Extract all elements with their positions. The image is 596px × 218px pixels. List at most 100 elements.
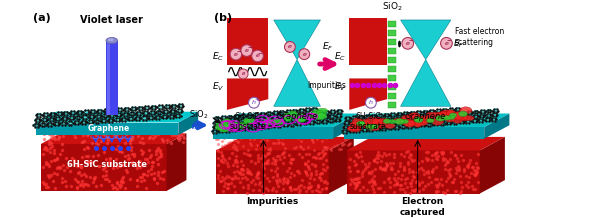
Text: −: − <box>247 44 252 49</box>
FancyBboxPatch shape <box>388 84 396 90</box>
Polygon shape <box>109 114 114 117</box>
Ellipse shape <box>449 113 457 118</box>
Polygon shape <box>42 118 47 121</box>
Polygon shape <box>304 113 309 116</box>
Polygon shape <box>344 114 510 127</box>
Polygon shape <box>309 121 314 124</box>
Polygon shape <box>60 122 66 125</box>
Circle shape <box>299 49 310 60</box>
Ellipse shape <box>108 38 114 41</box>
Polygon shape <box>382 123 387 125</box>
Polygon shape <box>290 123 295 126</box>
Polygon shape <box>381 127 386 130</box>
Ellipse shape <box>440 110 453 116</box>
Ellipse shape <box>414 120 428 126</box>
Ellipse shape <box>460 107 472 114</box>
Ellipse shape <box>367 122 377 129</box>
Polygon shape <box>347 150 480 194</box>
Text: −: − <box>237 48 241 53</box>
Polygon shape <box>131 107 136 110</box>
Polygon shape <box>274 60 321 106</box>
Ellipse shape <box>446 110 455 117</box>
Text: $E_V$: $E_V$ <box>212 80 224 93</box>
Polygon shape <box>95 115 101 118</box>
Polygon shape <box>421 119 426 122</box>
Polygon shape <box>473 111 479 114</box>
Polygon shape <box>455 108 460 111</box>
Ellipse shape <box>311 111 319 119</box>
Ellipse shape <box>231 124 239 129</box>
Polygon shape <box>278 115 284 118</box>
Polygon shape <box>374 127 380 130</box>
Polygon shape <box>271 120 276 123</box>
Polygon shape <box>107 41 110 115</box>
Polygon shape <box>344 121 349 124</box>
Polygon shape <box>156 111 162 114</box>
Ellipse shape <box>420 115 434 123</box>
Ellipse shape <box>284 113 293 121</box>
Polygon shape <box>302 122 308 124</box>
Polygon shape <box>233 119 238 122</box>
Polygon shape <box>54 122 60 125</box>
Text: Fast electron
scattering: Fast electron scattering <box>455 27 504 47</box>
Polygon shape <box>164 105 170 108</box>
Polygon shape <box>486 110 492 112</box>
Text: $E_C$: $E_C$ <box>212 51 224 63</box>
Polygon shape <box>70 111 76 114</box>
Polygon shape <box>216 137 354 150</box>
Polygon shape <box>401 125 406 128</box>
Ellipse shape <box>379 118 390 125</box>
Ellipse shape <box>443 116 451 120</box>
Ellipse shape <box>453 112 462 120</box>
Polygon shape <box>116 113 122 116</box>
Polygon shape <box>408 120 413 123</box>
Polygon shape <box>265 116 271 119</box>
Polygon shape <box>342 130 347 133</box>
Ellipse shape <box>366 117 378 125</box>
Polygon shape <box>384 114 389 116</box>
Polygon shape <box>480 110 485 113</box>
Polygon shape <box>128 117 134 121</box>
Polygon shape <box>349 125 355 128</box>
Ellipse shape <box>222 119 231 126</box>
Text: e: e <box>302 52 306 57</box>
Text: $E_F$: $E_F$ <box>322 41 334 53</box>
Polygon shape <box>409 116 414 119</box>
Polygon shape <box>213 127 333 139</box>
Ellipse shape <box>395 119 405 124</box>
Polygon shape <box>356 124 361 127</box>
Polygon shape <box>426 123 432 126</box>
FancyBboxPatch shape <box>388 21 396 27</box>
Text: e: e <box>288 44 292 49</box>
Text: 6H-SiC
substrate: 6H-SiC substrate <box>229 112 266 131</box>
Ellipse shape <box>427 118 434 123</box>
Polygon shape <box>442 109 448 112</box>
Polygon shape <box>322 115 328 118</box>
Polygon shape <box>336 114 341 117</box>
Ellipse shape <box>348 125 362 132</box>
Polygon shape <box>213 114 358 127</box>
Polygon shape <box>434 114 440 117</box>
Polygon shape <box>74 121 80 124</box>
Polygon shape <box>260 112 265 115</box>
Polygon shape <box>297 118 302 121</box>
Ellipse shape <box>404 120 415 127</box>
Ellipse shape <box>414 119 422 127</box>
Polygon shape <box>246 118 252 121</box>
Ellipse shape <box>409 113 420 119</box>
Circle shape <box>402 37 414 49</box>
Polygon shape <box>377 114 383 117</box>
Ellipse shape <box>360 119 371 126</box>
Polygon shape <box>290 118 296 121</box>
Polygon shape <box>453 117 458 119</box>
Polygon shape <box>448 108 454 111</box>
Polygon shape <box>167 133 187 191</box>
Polygon shape <box>88 120 93 123</box>
Polygon shape <box>219 125 225 128</box>
Polygon shape <box>371 115 376 118</box>
Polygon shape <box>433 123 438 125</box>
Polygon shape <box>383 118 388 121</box>
Polygon shape <box>416 111 421 114</box>
Polygon shape <box>446 122 451 124</box>
Polygon shape <box>465 120 470 123</box>
